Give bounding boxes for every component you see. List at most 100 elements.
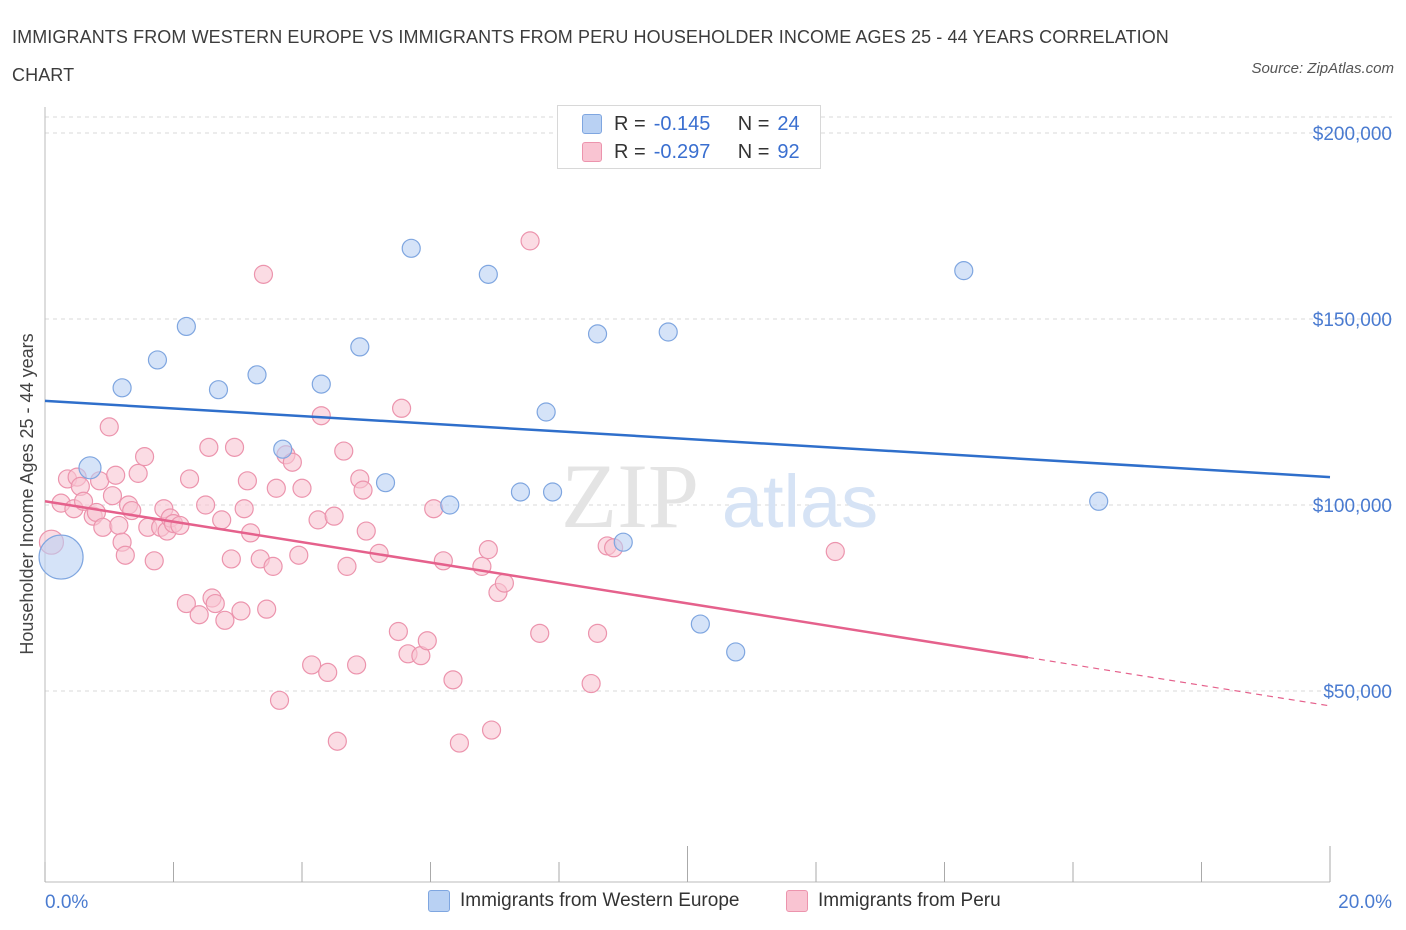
point-peru <box>115 545 135 565</box>
point-western-europe <box>350 337 370 357</box>
trend-lines <box>44 399 1331 707</box>
point-peru <box>263 556 283 576</box>
point-western-europe <box>273 439 293 459</box>
trend-line-peru <box>44 500 1029 659</box>
point-western-europe <box>78 456 102 480</box>
legend-r-value: -0.145 <box>653 112 711 135</box>
legend-n-label: N = <box>737 140 770 163</box>
point-peru <box>99 417 119 437</box>
point-western-europe <box>542 482 563 502</box>
y-tick-label: $50,000 <box>1323 682 1392 703</box>
legend-n-value: 24 <box>777 112 800 135</box>
point-peru <box>266 478 286 498</box>
legend-r-value: -0.297 <box>653 140 711 163</box>
point-peru <box>106 465 126 485</box>
chart-source: Source: ZipAtlas.com <box>1251 60 1394 77</box>
point-peru <box>215 610 235 630</box>
bottom-legend-label: Immigrants from Western Europe <box>460 890 740 911</box>
point-peru <box>144 551 164 571</box>
y-tick-label: $200,000 <box>1313 124 1392 145</box>
point-western-europe <box>478 264 498 284</box>
point-peru <box>93 517 113 537</box>
point-peru <box>170 515 190 536</box>
point-peru <box>587 623 608 643</box>
point-peru <box>109 515 129 536</box>
point-western-europe <box>112 378 132 398</box>
point-peru <box>199 437 219 457</box>
legend-row-peru: R = -0.297 N = 92 <box>582 139 800 165</box>
point-peru <box>292 478 312 498</box>
legend-n-value: 92 <box>777 140 800 163</box>
trend-line-western-europe <box>44 399 1331 479</box>
point-peru <box>424 499 444 519</box>
point-peru <box>417 631 437 651</box>
point-peru <box>391 398 412 418</box>
bottom-legend-swatch-blue <box>428 890 450 912</box>
point-peru <box>353 480 373 500</box>
point-western-europe <box>536 402 556 422</box>
point-peru <box>221 549 241 569</box>
point-western-europe <box>510 482 531 502</box>
legend-row-western-europe: R = -0.145 N = 24 <box>582 111 800 137</box>
watermark-atlas: atlas <box>722 460 878 543</box>
axes <box>44 107 1331 883</box>
point-peru <box>302 655 322 675</box>
legend-swatch-pink <box>582 142 602 162</box>
point-peru <box>102 486 123 506</box>
legend-r-label: R = <box>614 140 646 163</box>
point-peru <box>234 499 254 519</box>
bottom-legend-western-europe: Immigrants from Western Europe <box>428 890 739 912</box>
point-western-europe <box>1089 491 1109 511</box>
watermark-zip: ZIP <box>561 445 699 547</box>
point-peru <box>494 573 514 593</box>
point-peru <box>449 733 470 753</box>
point-peru <box>327 731 347 751</box>
point-peru <box>520 231 540 251</box>
chart-title: IMMIGRANTS FROM WESTERN EUROPE VS IMMIGR… <box>12 27 1169 85</box>
point-peru <box>356 521 376 541</box>
point-western-europe <box>726 642 746 662</box>
bottom-legend-peru: Immigrants from Peru <box>786 890 1001 912</box>
point-western-europe <box>247 365 267 385</box>
point-peru <box>237 471 257 491</box>
point-peru <box>282 452 302 472</box>
point-western-europe <box>375 473 396 493</box>
series-western-europe-points <box>38 238 1109 662</box>
point-western-europe <box>208 380 229 400</box>
trend-line-peru-extension <box>1027 656 1331 707</box>
x-tick-label: 0.0% <box>45 892 88 913</box>
point-western-europe <box>38 534 84 580</box>
point-peru <box>347 655 367 675</box>
point-peru <box>481 720 502 740</box>
point-western-europe <box>440 495 460 515</box>
point-western-europe <box>147 350 168 370</box>
point-peru <box>253 264 274 284</box>
x-tick-label: 20.0% <box>1338 892 1392 913</box>
tick-labels: $50,000 $100,000 $150,000 $200,000 0.0% 20.0% <box>45 124 1392 913</box>
legend: R = -0.145 N = 24 R = -0.297 N = 92 <box>557 105 821 169</box>
point-peru <box>324 506 344 526</box>
point-western-europe <box>954 261 974 281</box>
point-peru <box>308 510 328 530</box>
point-peru <box>224 437 245 457</box>
point-peru <box>478 540 498 560</box>
point-peru <box>269 690 290 710</box>
point-peru <box>581 673 601 694</box>
point-peru <box>212 510 232 530</box>
point-peru <box>318 662 338 683</box>
point-peru <box>530 623 550 643</box>
y-tick-label: $150,000 <box>1313 310 1392 331</box>
point-western-europe <box>613 532 633 552</box>
point-peru <box>443 670 463 690</box>
y-tick-label: $100,000 <box>1313 496 1392 517</box>
point-peru <box>231 601 251 621</box>
point-peru <box>337 556 357 576</box>
point-peru <box>179 469 200 489</box>
point-peru <box>134 447 155 467</box>
point-peru <box>205 593 225 614</box>
point-western-europe <box>658 322 678 342</box>
point-peru <box>176 593 196 614</box>
bottom-legend-swatch-pink <box>786 890 808 912</box>
point-western-europe <box>690 614 710 634</box>
